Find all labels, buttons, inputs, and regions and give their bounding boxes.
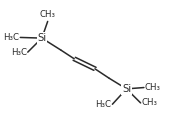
Text: Si: Si <box>37 33 46 43</box>
Text: CH₃: CH₃ <box>141 98 157 107</box>
Text: H₃C: H₃C <box>3 33 19 42</box>
Text: Si: Si <box>122 84 131 94</box>
Text: H₃C: H₃C <box>11 48 27 57</box>
Text: H₃C: H₃C <box>96 100 112 109</box>
Text: CH₃: CH₃ <box>40 10 56 19</box>
Text: CH₃: CH₃ <box>145 83 161 92</box>
